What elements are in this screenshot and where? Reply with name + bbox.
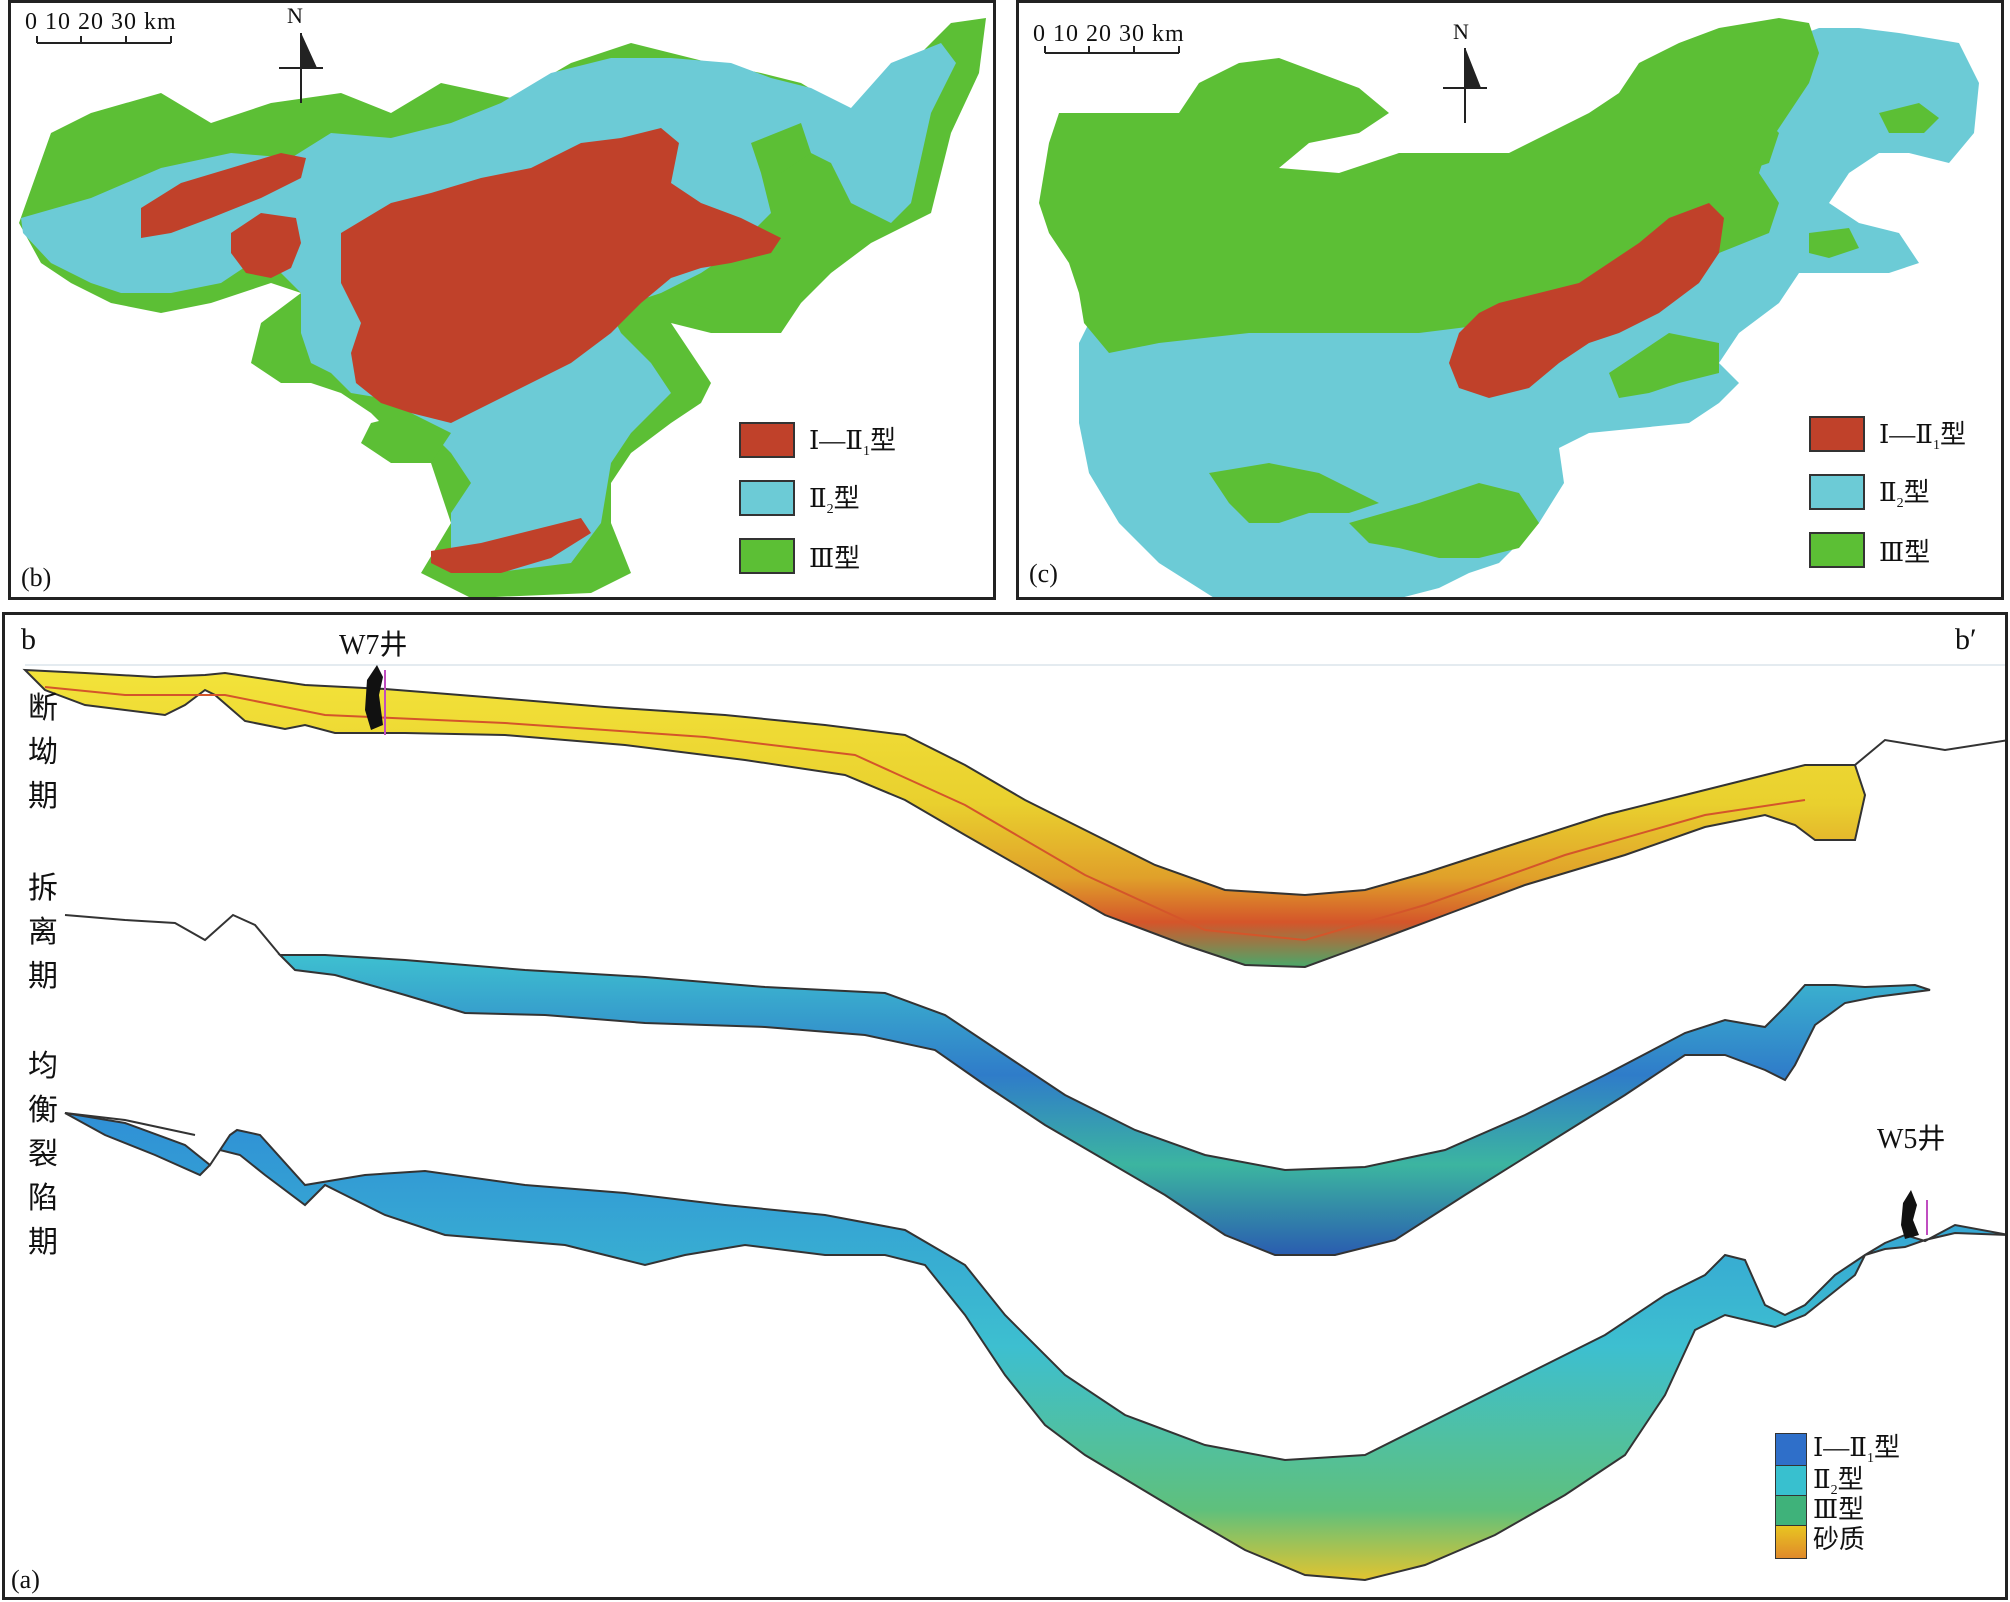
legend-item: Ⅲ型 (1809, 521, 1966, 579)
well-w7-label: W7井 (339, 630, 408, 661)
map-panel-b: 0 10 20 30 km N (b) Ⅰ—Ⅱ1型 Ⅱ2型 Ⅲ型 (8, 0, 996, 600)
colorbar-swatch (1775, 1495, 1807, 1527)
legend-swatch (1809, 532, 1865, 568)
colorbar-swatch (1775, 1433, 1807, 1467)
colorbar-label: Ⅲ型 (1813, 1495, 1865, 1524)
colorbar-label: Ⅱ2型 (1813, 1465, 1864, 1499)
legend-swatch (1809, 416, 1865, 452)
scale-label: 0 10 20 30 km (25, 9, 177, 35)
legend-label: Ⅰ—Ⅱ1型 (809, 425, 896, 460)
panel-label: (a) (11, 1565, 40, 1594)
well-w5-icon (1901, 1190, 1928, 1239)
north-label: N (287, 3, 303, 28)
well-w7-icon (365, 665, 386, 735)
section-depression-stage (22, 668, 1867, 969)
legend-item: Ⅲ型 (739, 527, 896, 585)
period-label-detachment: 拆离期 (28, 872, 58, 993)
legend-swatch (1809, 474, 1865, 510)
panel-label: (b) (21, 563, 52, 592)
north-label: N (1453, 19, 1469, 44)
cross-section-panel-a: b b′ W7井 W5井 断坳期 拆离期 均衡裂陷期 Ⅰ—Ⅱ1型 Ⅱ2型 Ⅲ型 … (2, 612, 2008, 1600)
period-label-depression: 断坳期 (28, 692, 58, 813)
legend: Ⅰ—Ⅱ1型 Ⅱ2型 Ⅲ型 (1809, 405, 1966, 579)
period-label-rift: 均衡裂陷期 (28, 1050, 58, 1259)
scale-bar (36, 36, 172, 44)
well-w5-label: W5井 (1877, 1124, 1946, 1155)
section-end-label: b′ (1955, 623, 1977, 656)
facies-map-b (19, 18, 986, 597)
legend-item: Ⅰ—Ⅱ1型 (739, 411, 896, 469)
legend: Ⅰ—Ⅱ1型 Ⅱ2型 Ⅲ型 (739, 411, 896, 585)
section-start-label: b (21, 623, 36, 656)
colorbar-swatch (1775, 1465, 1807, 1497)
legend-item: Ⅰ—Ⅱ1型 (1809, 405, 1966, 463)
section-detachment-stage (277, 954, 1931, 1256)
legend-swatch (739, 538, 795, 574)
scale-bar (1044, 46, 1180, 54)
colorbar-swatch (1775, 1525, 1807, 1559)
colorbar-label: Ⅰ—Ⅱ1型 (1813, 1433, 1900, 1467)
legend-label: Ⅱ2型 (809, 483, 860, 518)
colorbar-label: 砂质 (1813, 1525, 1866, 1554)
facies-map-c (1039, 18, 1979, 597)
map-panel-c: 0 10 20 30 km N (c) Ⅰ—Ⅱ1型 Ⅱ2型 Ⅲ型 (1016, 0, 2004, 600)
legend-swatch (739, 480, 795, 516)
section-balanced-rift-stage (64, 1112, 2005, 1582)
legend-label: Ⅰ—Ⅱ1型 (1879, 419, 1966, 454)
panel-label: (c) (1029, 559, 1058, 588)
legend-label: Ⅲ型 (1879, 537, 1931, 567)
type-i-ii1-region (1449, 203, 1724, 398)
seismic-cross-sections (22, 664, 2005, 1582)
scale-label: 0 10 20 30 km (1033, 21, 1185, 47)
type-i-ii1-region (341, 128, 781, 423)
legend-label: Ⅱ2型 (1879, 477, 1930, 512)
north-arrow-icon (279, 33, 323, 103)
legend-item: Ⅱ2型 (1809, 463, 1966, 521)
legend-item: Ⅱ2型 (739, 469, 896, 527)
legend-label: Ⅲ型 (809, 543, 861, 573)
legend-swatch (739, 422, 795, 458)
north-arrow-icon (1443, 48, 1487, 123)
